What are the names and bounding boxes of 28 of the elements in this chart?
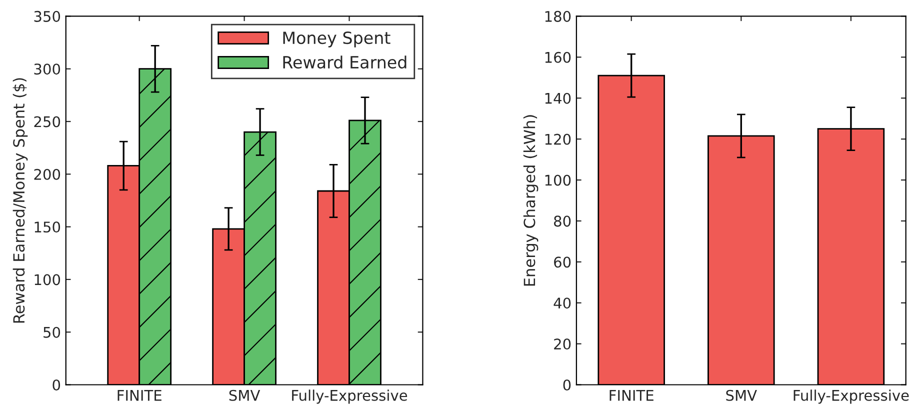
x-tick-label: FINITE [118,390,162,401]
y-tick-label: 50 [44,326,60,338]
y-tick-label: 350 [34,10,60,22]
y-tick-label: 300 [34,64,60,75]
y-tick-label: 40 [554,298,571,309]
y-tick-label: 140 [545,92,571,104]
y-tick-label: 250 [34,116,60,128]
x-tick-label: SMV [229,390,260,401]
x-tick-label: SMV [726,390,757,401]
legend-label: Reward Earned [283,56,406,69]
y-tick-label: 120 [545,134,571,145]
legend-label: Money Spent [283,31,390,48]
x-tick-label: FINITE [610,390,654,401]
y-tick-label: 0 [563,379,571,390]
x-tick-label: Fully-Expressive [794,390,909,404]
y-tick-label: 20 [554,338,571,350]
y-tick-label: 80 [554,216,571,227]
y-axis-title: Reward Earned/Money Spent ($) [12,78,28,323]
y-tick-label: 180 [545,10,571,22]
y-tick-label: 200 [34,168,60,180]
x-tick-label: Fully-Expressive [292,390,408,404]
y-tick-label: 100 [545,174,571,186]
y-axis-title: Energy Charged (kWh) [523,115,538,286]
y-tick-label: 150 [34,222,60,233]
y-tick-label: 0 [52,379,60,390]
y-tick-label: 160 [545,52,571,63]
y-tick-label: 100 [34,274,60,286]
y-tick-label: 60 [554,256,571,268]
